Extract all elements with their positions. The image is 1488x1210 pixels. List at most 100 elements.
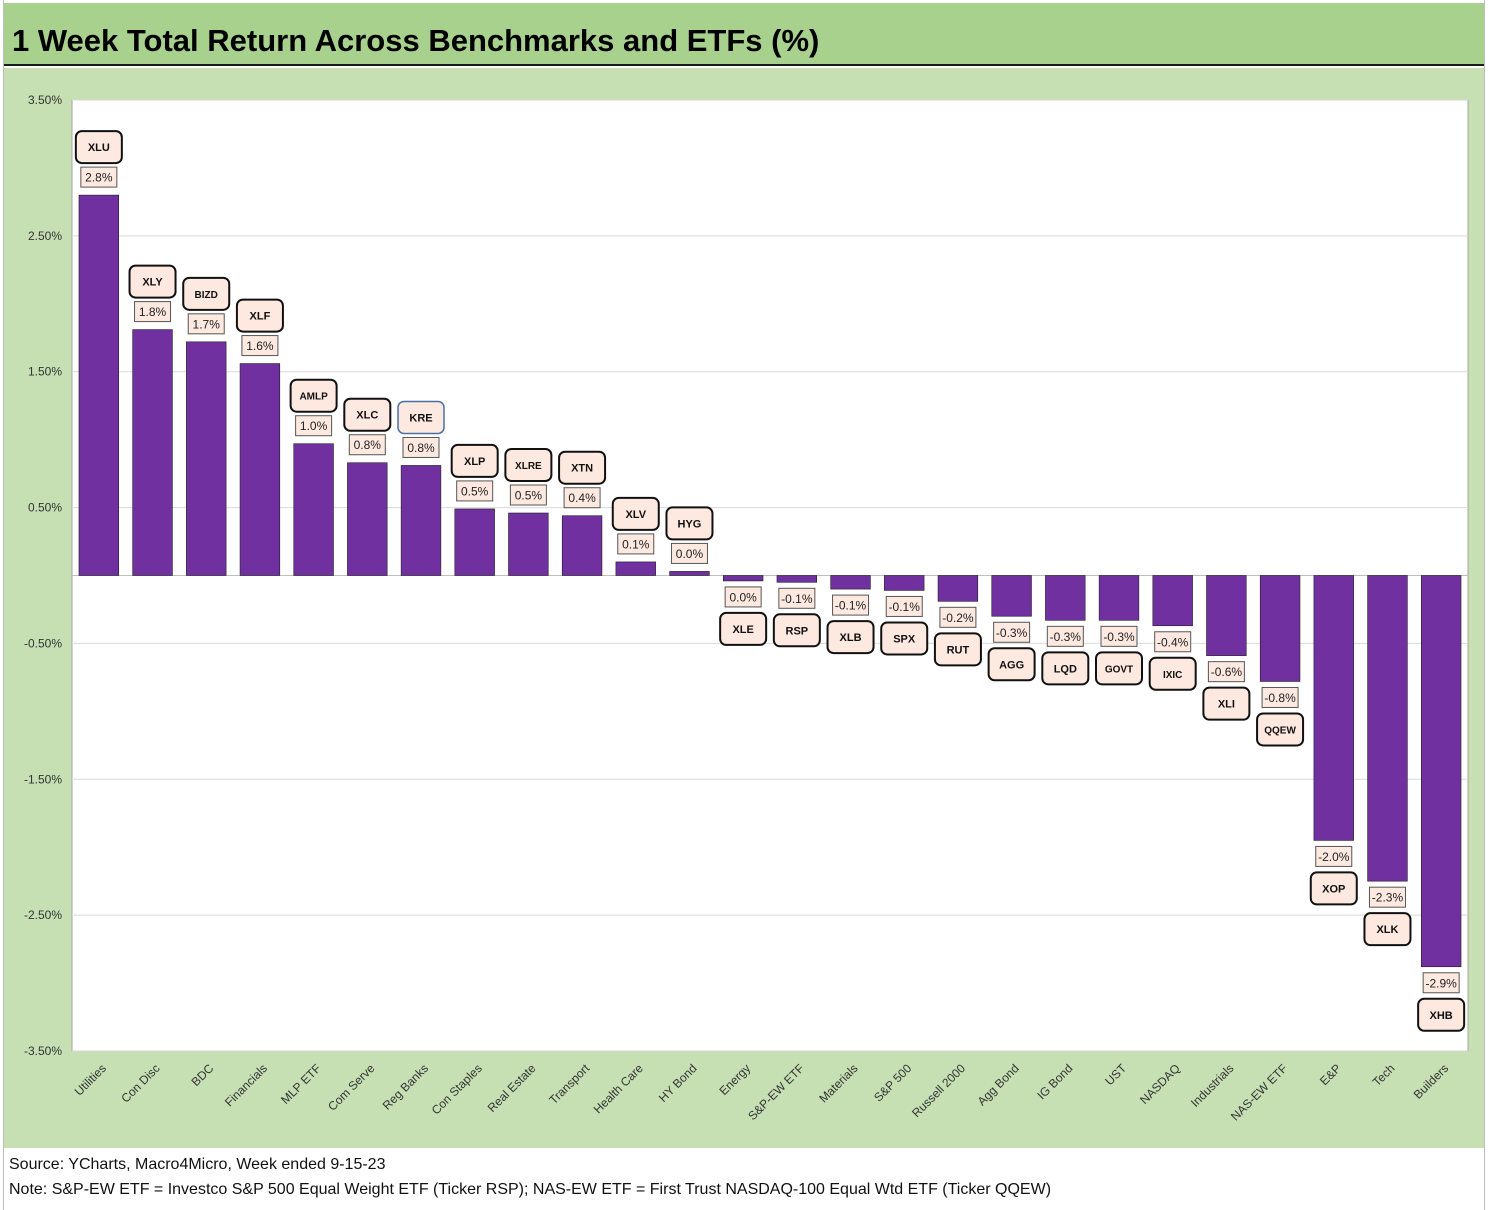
ticker-label: XLU [88, 142, 110, 154]
bar [132, 329, 173, 576]
ticker-label: XHB [1430, 1010, 1453, 1022]
y-tick-label: -1.50% [24, 772, 62, 786]
ticker-callout [1095, 651, 1143, 686]
data-label-box [563, 487, 601, 509]
data-label: -0.3% [996, 626, 1028, 640]
ticker-callout [128, 264, 177, 299]
data-label: -0.1% [889, 600, 921, 614]
x-tick-label: Agg Bond [975, 1061, 1022, 1108]
bar [1420, 575, 1462, 968]
ticker-callout [826, 620, 875, 655]
bar [884, 575, 925, 591]
data-label: -2.0% [1318, 850, 1350, 864]
x-tick-label: S&P 500 [871, 1061, 914, 1104]
x-tick-label: Real Estate [485, 1061, 539, 1115]
ticker-label: XTN [571, 463, 593, 475]
data-label: -0.2% [942, 611, 974, 625]
bar [78, 194, 120, 576]
ticker-label: XLV [625, 509, 646, 521]
data-label-box [80, 166, 118, 188]
y-tick-label: 1.50% [28, 365, 62, 379]
data-label: -0.3% [1050, 630, 1082, 644]
data-label-box [1368, 886, 1406, 908]
data-label: 0.0% [676, 547, 704, 561]
x-tick-label: Utilities [72, 1061, 109, 1098]
bar [830, 575, 871, 590]
data-label: 0.1% [622, 537, 650, 551]
data-label: 1.7% [193, 317, 221, 331]
ticker-callout [933, 632, 982, 667]
data-label-box [939, 606, 977, 628]
data-label: 1.8% [139, 305, 167, 319]
ticker-label: XLC [356, 410, 378, 422]
data-label-box [456, 480, 494, 502]
data-label: 1.0% [300, 419, 328, 433]
x-tick-label: MLP ETF [278, 1061, 324, 1107]
bar [615, 561, 656, 576]
ticker-callout [611, 496, 660, 531]
data-label: 0.8% [407, 441, 435, 455]
ticker-callout [1363, 912, 1412, 947]
ticker-callout [1148, 656, 1197, 691]
ticker-label: RSP [786, 625, 809, 637]
x-tick-label: S&P-EW ETF [745, 1061, 807, 1123]
ticker-callout [289, 378, 338, 413]
data-label-box [1154, 631, 1192, 653]
ticker-label: XLB [840, 632, 862, 644]
y-tick-label: 0.50% [28, 501, 62, 515]
bar [1098, 575, 1140, 621]
ticker-label: XLY [142, 277, 163, 289]
ticker-label: XLP [464, 456, 485, 468]
ticker-callout [1309, 871, 1358, 906]
ticker-label: XLK [1376, 924, 1398, 936]
data-label-box [134, 301, 172, 323]
x-tick-label: UST [1102, 1061, 1129, 1088]
bar [722, 575, 764, 582]
ticker-callout [397, 400, 445, 435]
ticker-callout [772, 613, 821, 648]
ticker-callout [450, 443, 499, 478]
footnote: Note: S&P-EW ETF = Investco S&P 500 Equa… [9, 1181, 1052, 1198]
chart-panel: 3.50% 2.50% 1.50% 0.50% -0.50% -1.50% -2.50% -3… [4, 68, 1484, 1148]
data-label-box [1100, 625, 1138, 647]
ticker-label: XLRE [515, 461, 542, 472]
ticker-label: QQEW [1264, 725, 1296, 736]
bar [239, 363, 281, 576]
ticker-label: GOVT [1105, 664, 1133, 675]
data-label: -0.8% [1264, 691, 1296, 705]
data-label: 1.6% [246, 339, 274, 353]
ticker-label: XOP [1322, 883, 1345, 895]
data-label: -0.4% [1157, 635, 1189, 649]
x-tick-label: Builders [1411, 1061, 1452, 1102]
ticker-callout [1202, 686, 1251, 721]
data-label-box [241, 335, 279, 357]
x-tick-label: E&P [1317, 1061, 1344, 1088]
ticker-callout [1041, 651, 1090, 686]
data-label: 0.5% [461, 484, 489, 498]
data-label-box [1422, 972, 1460, 994]
bar [1313, 575, 1354, 841]
data-label-box [187, 313, 225, 335]
bar [1367, 575, 1408, 882]
bar [561, 515, 603, 576]
ticker-callout [558, 450, 607, 485]
ticker-label: RUT [947, 644, 970, 656]
ticker-callout [1417, 997, 1466, 1032]
data-label-box [1261, 686, 1299, 708]
ticker-label: KRE [409, 412, 432, 424]
bar [669, 571, 710, 576]
data-label-box [724, 586, 762, 608]
x-tick-label: HY Bond [656, 1061, 700, 1105]
ticker-callout [665, 506, 714, 541]
ticker-label: AGG [999, 659, 1024, 671]
ticker-callout [182, 276, 231, 311]
bar-chart: 3.50% 2.50% 1.50% 0.50% -0.50% -1.50% -2.50% -3… [24, 93, 1469, 1123]
ticker-callout [719, 611, 768, 646]
bar [454, 508, 495, 576]
data-label-box [402, 436, 440, 458]
bar [400, 465, 442, 576]
ticker-label: XLI [1218, 699, 1235, 711]
data-label: -2.9% [1425, 976, 1457, 990]
bar [347, 462, 388, 576]
data-label: -0.1% [781, 592, 813, 606]
